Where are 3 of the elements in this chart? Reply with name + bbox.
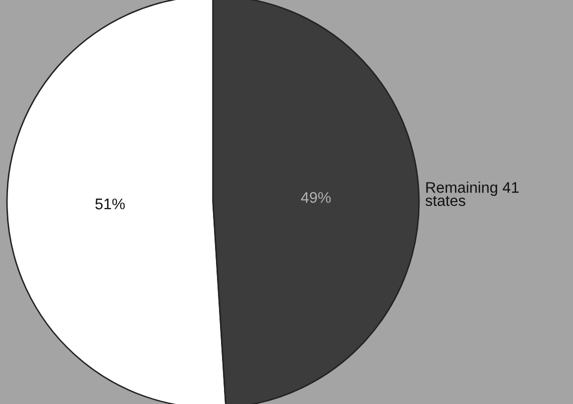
data-label: 49% <box>301 192 331 203</box>
data-label: 51% <box>95 198 125 210</box>
slice-label: Remaining 41 states <box>426 182 519 206</box>
